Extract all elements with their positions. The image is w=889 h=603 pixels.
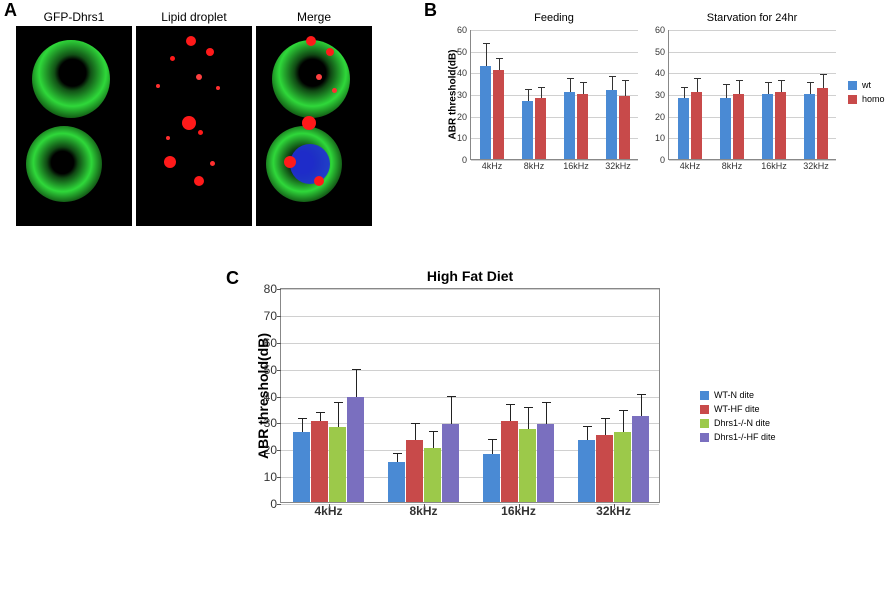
chart-high-fat-diet: High Fat DietABR threshold(dB)0102030405… xyxy=(280,288,660,503)
bar-2 xyxy=(519,429,536,502)
bar-wt xyxy=(720,98,731,159)
bar-3 xyxy=(632,416,649,502)
chart-area: 01020304050604kHz8kHz16kHz32kHz xyxy=(668,30,836,160)
panel-b-label: B xyxy=(424,0,437,21)
ytick: 10 xyxy=(457,133,471,143)
xtick: 16kHz xyxy=(761,159,787,171)
ytick: 50 xyxy=(655,47,669,57)
bar-3 xyxy=(442,424,459,502)
bar-homo xyxy=(535,98,546,159)
bar-wt xyxy=(606,90,617,159)
bar-0 xyxy=(578,440,595,502)
legend-label: wt xyxy=(862,80,871,90)
xtick: 8kHz xyxy=(722,159,743,171)
ytick: 40 xyxy=(655,68,669,78)
bar-homo xyxy=(775,92,786,159)
bar-homo xyxy=(733,94,744,159)
ytick: 50 xyxy=(457,47,471,57)
ytick: 0 xyxy=(462,155,471,165)
legend-label: homo xyxy=(862,94,885,104)
legend-label-c: Dhrs1-/-HF dite xyxy=(714,432,776,442)
legend-c: WT-N dite WT-HF dite Dhrs1-/-N dite Dhrs1-/… xyxy=(700,390,776,446)
yaxis-title-b: ABR threshold(dB) xyxy=(448,50,459,140)
micro-lipid: Lipid droplet xyxy=(136,12,252,226)
chart-area-c: 010203040506070804kHz8kHz16kHz32kHz xyxy=(280,288,660,503)
bar-homo xyxy=(691,92,702,159)
micro-gfp: GFP-Dhrs1 xyxy=(16,12,132,226)
bar-3 xyxy=(347,397,364,502)
ytick: 0 xyxy=(660,155,669,165)
bar-wt xyxy=(762,94,773,159)
bar-1 xyxy=(406,440,423,502)
legend-item-c: Dhrs1-/-N dite xyxy=(700,418,776,428)
legend-b: wt homo xyxy=(848,80,885,108)
ytick: 60 xyxy=(457,25,471,35)
xtick: 16kHz xyxy=(563,159,589,171)
bar-2 xyxy=(329,427,346,502)
xtick: 4kHz xyxy=(680,159,701,171)
micro-title-2: Lipid droplet xyxy=(136,10,252,24)
legend-label-c: WT-HF dite xyxy=(714,404,760,414)
xtick: 32kHz xyxy=(605,159,631,171)
legend-label-c: WT-N dite xyxy=(714,390,754,400)
bar-wt xyxy=(678,98,689,159)
legend-item-c: Dhrs1-/-HF dite xyxy=(700,432,776,442)
xtick: 8kHz xyxy=(524,159,545,171)
bar-homo xyxy=(577,94,588,159)
bar-1 xyxy=(596,435,613,502)
ytick: 60 xyxy=(655,25,669,35)
bar-3 xyxy=(537,424,554,502)
legend-item-c: WT-HF dite xyxy=(700,404,776,414)
bar-0 xyxy=(388,462,405,502)
micro-merge: Merge xyxy=(256,12,372,226)
bar-wt xyxy=(804,94,815,159)
micro-title-1: GFP-Dhrs1 xyxy=(16,10,132,24)
bar-0 xyxy=(293,432,310,502)
bar-homo xyxy=(493,70,504,159)
legend-item: homo xyxy=(848,94,885,104)
bar-homo xyxy=(619,96,630,159)
bar-0 xyxy=(483,454,500,502)
legend-item-c: WT-N dite xyxy=(700,390,776,400)
chart-title: Starvation for 24hr xyxy=(668,12,836,24)
xtick: 4kHz xyxy=(482,159,503,171)
microscopy-row: GFP-Dhrs1 Lipid droplet Merge xyxy=(16,12,372,226)
panel-c-label: C xyxy=(226,268,239,289)
bar-wt xyxy=(522,101,533,160)
xtick: 32kHz xyxy=(803,159,829,171)
legend-item: wt xyxy=(848,80,885,90)
bar-2 xyxy=(424,448,441,502)
bar-wt xyxy=(480,66,491,159)
legend-label-c: Dhrs1-/-N dite xyxy=(714,418,770,428)
chart-starvation: Starvation for 24hr01020304050604kHz8kHz… xyxy=(668,30,836,160)
chart-title-c: High Fat Diet xyxy=(280,268,660,284)
bar-homo xyxy=(817,88,828,160)
chart-title: Feeding xyxy=(470,12,638,24)
ytick: 20 xyxy=(655,112,669,122)
chart-feeding: Feeding01020304050604kHz8kHz16kHz32kHzAB… xyxy=(470,30,638,160)
ytick: 10 xyxy=(655,133,669,143)
bar-1 xyxy=(311,421,328,502)
bar-2 xyxy=(614,432,631,502)
ytick: 30 xyxy=(457,90,471,100)
ytick: 30 xyxy=(655,90,669,100)
chart-area: 01020304050604kHz8kHz16kHz32kHz xyxy=(470,30,638,160)
bar-1 xyxy=(501,421,518,502)
micro-title-3: Merge xyxy=(256,10,372,24)
ytick: 20 xyxy=(457,112,471,122)
bar-wt xyxy=(564,92,575,159)
ytick: 40 xyxy=(457,68,471,78)
